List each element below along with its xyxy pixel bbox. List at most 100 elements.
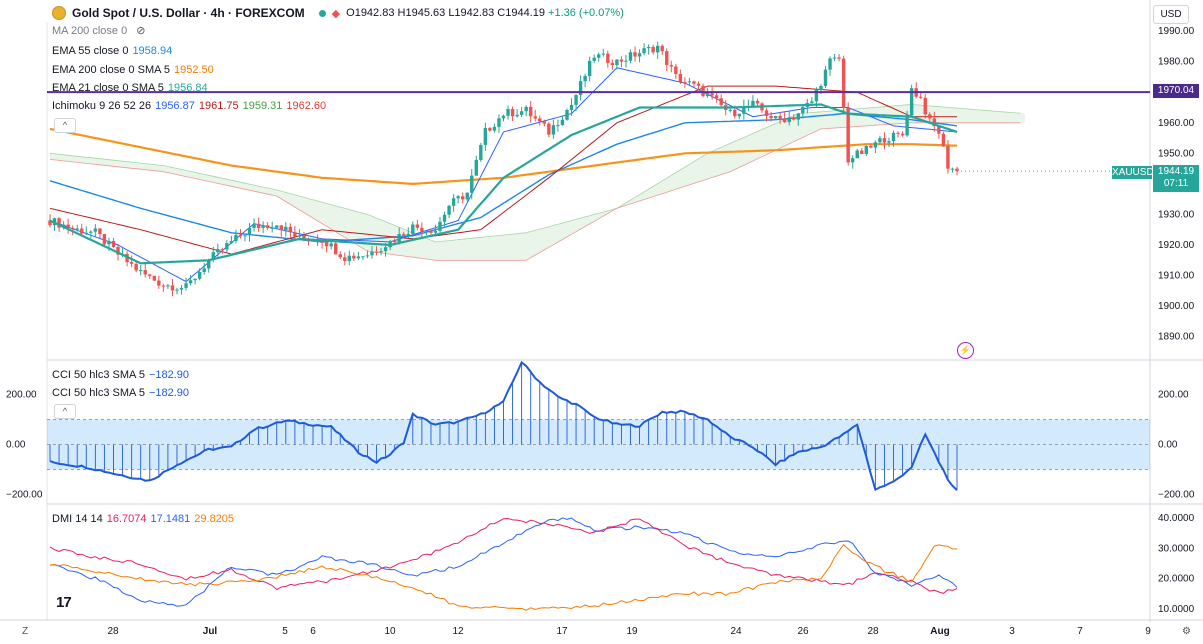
candle — [406, 233, 410, 236]
candle — [447, 205, 451, 215]
candle — [275, 225, 279, 228]
cci-tick-label: 0.00 — [1158, 440, 1178, 451]
ichimoku-cloud-segment — [830, 110, 835, 129]
candle — [161, 285, 166, 287]
ichimoku-cloud-segment — [154, 164, 159, 172]
candle — [651, 46, 655, 53]
ichimoku-cloud-segment — [789, 115, 794, 144]
ichimoku-cloud-segment — [231, 180, 236, 188]
candle — [420, 227, 424, 232]
ichimoku-cloud-segment — [498, 235, 504, 261]
ichimoku-cloud-segment — [317, 200, 323, 224]
flash-alert-icon[interactable]: ⚡ — [957, 342, 974, 359]
ichimoku-cloud-segment — [149, 164, 155, 171]
candle — [338, 254, 342, 258]
legend-ema200[interactable]: EMA 200 close 0 SMA 5 1952.50 — [52, 63, 214, 77]
ichimoku-cloud-segment — [303, 197, 309, 216]
candle — [501, 115, 506, 119]
ichimoku-cloud-segment — [444, 240, 450, 261]
candle — [465, 192, 469, 200]
candle — [719, 98, 723, 106]
ichimoku-cloud-segment — [353, 210, 359, 246]
ichimoku-cloud-segment — [576, 218, 581, 232]
candle — [297, 235, 302, 237]
time-tick-label: 17 — [556, 626, 568, 637]
candle — [642, 48, 646, 54]
time-tick-label: 10 — [384, 626, 396, 637]
ichimoku-cloud-segment — [294, 194, 300, 210]
ichimoku-cloud-segment — [657, 180, 663, 196]
ichimoku-cloud-segment — [86, 157, 91, 164]
ichimoku-cloud-segment — [508, 234, 513, 261]
candle — [792, 117, 796, 120]
ichimoku-cloud-segment — [988, 110, 994, 123]
candle — [932, 118, 937, 127]
ichimoku-cloud-segment — [938, 106, 944, 123]
currency-selector[interactable]: USD — [1153, 5, 1189, 24]
ichimoku-cloud-segment — [825, 111, 831, 129]
ichimoku-cloud-segment — [172, 167, 177, 175]
time-tick-label: 12 — [452, 626, 464, 637]
legend-ma200[interactable]: MA 200 close 0 ⊘ — [52, 24, 146, 38]
ichimoku-cloud-segment — [186, 170, 191, 178]
time-tick-label: Aug — [930, 626, 949, 637]
hidden-eye-icon[interactable]: ⊘ — [136, 25, 146, 37]
ichimoku-cloud-segment — [176, 168, 182, 176]
collapse-cci-legend-button[interactable]: ^ — [54, 404, 76, 419]
ichimoku-cloud-segment — [562, 221, 567, 240]
candle — [937, 126, 941, 134]
candle — [256, 223, 261, 229]
legend-ichimoku[interactable]: Ichimoku 9 26 52 26 1956.87 1961.75 1959.31… — [52, 99, 326, 113]
ichimoku-cloud-segment — [503, 234, 509, 261]
legend-ema21[interactable]: EMA 21 close 0 SMA 5 1956.84 — [52, 81, 208, 95]
ichimoku-cloud-segment — [245, 183, 250, 191]
ichimoku-cloud-segment — [517, 233, 522, 261]
gold-coin-icon — [52, 6, 66, 20]
flag-icon[interactable]: ◆ — [331, 7, 341, 20]
ichimoku-cloud-segment — [693, 158, 699, 184]
candle — [773, 116, 778, 119]
candle — [801, 106, 805, 114]
candle — [170, 285, 175, 291]
ichimoku-cloud-segment — [984, 110, 989, 123]
symbol-title[interactable]: Gold Spot / U.S. Dollar · 4h · FOREXCOM — [72, 6, 305, 20]
candle — [284, 226, 288, 231]
legend-cci-1[interactable]: CCI 50 hlc3 SMA 5 −182.90 — [52, 368, 189, 382]
timezone-z-button[interactable]: Z — [22, 626, 29, 637]
candle — [810, 101, 814, 103]
candle — [950, 168, 955, 170]
candle — [488, 128, 492, 131]
high-value: H1945.63 — [397, 7, 446, 19]
candle — [819, 85, 823, 90]
ichimoku-cloud-segment — [775, 121, 781, 151]
ichimoku-cloud-segment — [290, 193, 295, 208]
legend-cci-2[interactable]: CCI 50 hlc3 SMA 5 −182.90 — [52, 386, 189, 400]
candle — [551, 125, 556, 135]
legend-ema55[interactable]: EMA 55 close 0 1958.94 — [52, 44, 172, 58]
candle — [456, 196, 460, 199]
time-tick-label: 9 — [1145, 626, 1151, 637]
ichimoku-cloud-segment — [530, 230, 536, 258]
candle — [193, 278, 197, 281]
candle — [751, 100, 755, 107]
close-value: C1944.19 — [497, 7, 545, 19]
ichimoku-cloud-segment — [648, 186, 654, 199]
ichimoku-cloud-segment — [689, 161, 694, 185]
ichimoku-cloud-segment — [59, 154, 64, 161]
candle — [424, 230, 429, 232]
ichimoku-cloud-segment — [489, 235, 495, 261]
legend-dmi[interactable]: DMI 14 14 16.7074 17.1481 29.8205 — [52, 512, 234, 526]
collapse-legend-button[interactable]: ^ — [54, 118, 76, 133]
ichimoku-cloud-segment — [635, 194, 640, 203]
ichimoku-cloud-segment — [421, 236, 427, 260]
ichimoku-cloud-segment — [1006, 112, 1012, 123]
candle — [909, 88, 914, 116]
ichimoku-cloud-segment — [158, 165, 164, 172]
tenkan-line — [49, 67, 958, 283]
candle — [633, 52, 637, 57]
ichimoku-cloud-segment — [322, 202, 327, 227]
settings-gear-icon[interactable]: ⚙ — [1182, 626, 1191, 637]
tradingview-logo[interactable]: 17 — [56, 594, 72, 611]
